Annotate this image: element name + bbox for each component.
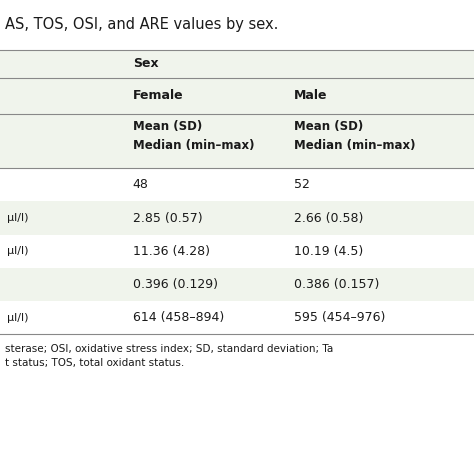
Text: 2.66 (0.58): 2.66 (0.58) <box>294 211 363 225</box>
Text: 0.396 (0.129): 0.396 (0.129) <box>133 278 218 291</box>
Text: µl/l): µl/l) <box>7 312 28 323</box>
FancyBboxPatch shape <box>0 114 474 168</box>
Text: µl/l): µl/l) <box>7 246 28 256</box>
Text: Sex: Sex <box>133 57 158 71</box>
Text: Male: Male <box>294 90 328 102</box>
FancyBboxPatch shape <box>0 168 474 201</box>
FancyBboxPatch shape <box>0 78 474 114</box>
FancyBboxPatch shape <box>0 50 474 78</box>
Text: 2.85 (0.57): 2.85 (0.57) <box>133 211 202 225</box>
Text: 614 (458–894): 614 (458–894) <box>133 311 224 324</box>
Text: 48: 48 <box>133 178 148 191</box>
Text: 595 (454–976): 595 (454–976) <box>294 311 385 324</box>
Text: Mean (SD)
Median (min–max): Mean (SD) Median (min–max) <box>133 120 254 152</box>
FancyBboxPatch shape <box>0 235 474 268</box>
Text: sterase; OSI, oxidative stress index; SD, standard deviation; Ta
t status; TOS, : sterase; OSI, oxidative stress index; SD… <box>5 344 333 368</box>
Text: 52: 52 <box>294 178 310 191</box>
FancyBboxPatch shape <box>0 268 474 301</box>
Text: Female: Female <box>133 90 183 102</box>
Text: AS, TOS, OSI, and ARE values by sex.: AS, TOS, OSI, and ARE values by sex. <box>5 17 278 32</box>
Text: 11.36 (4.28): 11.36 (4.28) <box>133 245 210 258</box>
Text: µl/l): µl/l) <box>7 213 28 223</box>
Text: 0.386 (0.157): 0.386 (0.157) <box>294 278 379 291</box>
Text: 10.19 (4.5): 10.19 (4.5) <box>294 245 363 258</box>
FancyBboxPatch shape <box>0 301 474 334</box>
Text: Mean (SD)
Median (min–max): Mean (SD) Median (min–max) <box>294 120 415 152</box>
FancyBboxPatch shape <box>0 201 474 235</box>
